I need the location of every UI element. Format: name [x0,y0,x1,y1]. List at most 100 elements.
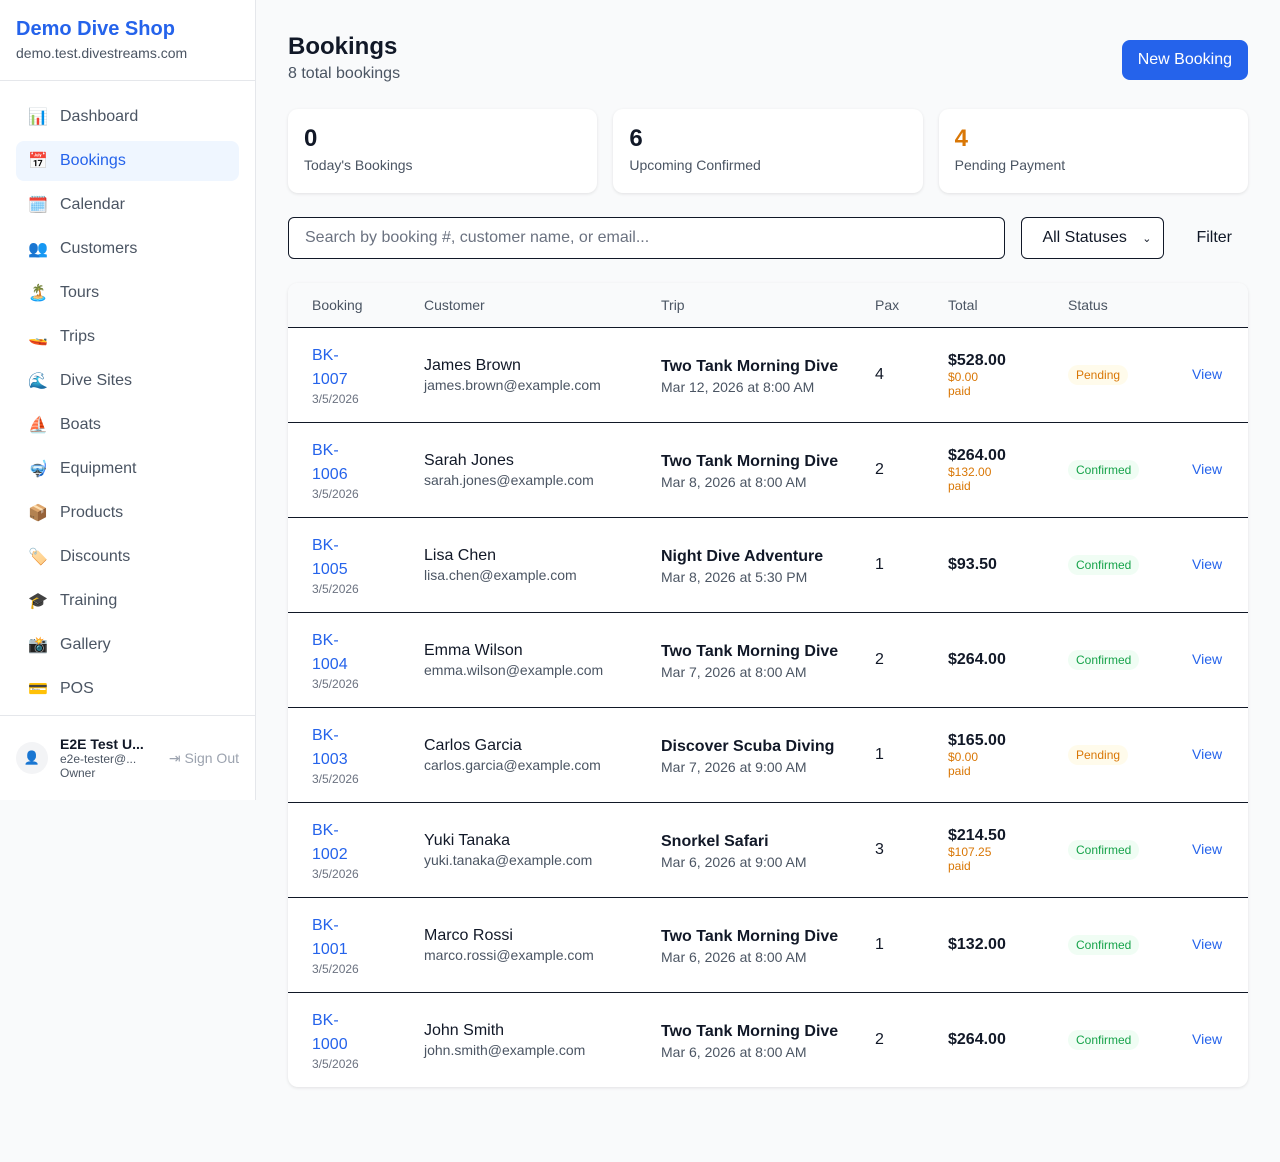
booking-date: 3/5/2026 [312,486,359,501]
trip-name: Two Tank Morning Dive [661,1022,839,1040]
trip-date: Mar 8, 2026 at 8:00 AM [661,473,807,490]
total: $264.00 [948,650,1006,668]
status-badge: Pending [1068,744,1129,765]
user-panel: 👤 E2E Test U... e2e-tester@... Owner ⇥ S… [0,715,255,800]
view-link[interactable]: View [1192,460,1223,477]
view-link[interactable]: View [1192,935,1223,952]
paid-amount: $0.00 paid [948,749,979,778]
sidebar-item-bookings[interactable]: 📅 Bookings [16,141,239,181]
user-name: E2E Test U... [60,736,144,752]
booking-id-link[interactable]: BK-1004 [312,631,348,673]
pax: 2 [875,1030,884,1048]
trips-icon: 🚤 [28,329,48,346]
sidebar-item-calendar[interactable]: 🗓️ Calendar [16,185,239,225]
table-row: BK-1000 3/5/2026 John Smith john.smith@exa… [288,992,1248,1087]
filter-button[interactable]: Filter [1196,229,1232,246]
trip-name: Two Tank Morning Dive [661,642,839,660]
discounts-icon: 🏷️ [28,549,48,566]
equipment-icon: 🤿 [28,461,48,478]
dive-sites-icon: 🌊 [28,373,48,390]
customer-name: Marco Rossi [424,926,513,944]
column-header: Total [924,283,1044,328]
booking-id-link[interactable]: BK-1003 [312,726,348,768]
stat-value: 6 [629,125,643,152]
sidebar-item-gallery[interactable]: 📸 Gallery [16,625,239,665]
total: $264.00 [948,446,1006,464]
column-header: Status [1044,283,1168,328]
sign-out-icon: ⇥ [168,749,185,766]
view-link[interactable]: View [1192,555,1223,572]
booking-id-link[interactable]: BK-1000 [312,1011,348,1053]
trip-date: Mar 6, 2026 at 8:00 AM [661,1043,807,1060]
pax: 4 [851,327,924,423]
sidebar-item-label: Tours [60,284,100,301]
status-badge: Confirmed [1068,554,1140,575]
sidebar-item-label: Gallery [60,636,111,653]
table-row: BK-1004 3/5/2026 Emma Wilson emma.wilson@e… [288,612,1248,708]
pos-icon: 💳 [28,681,48,698]
booking-id-link[interactable]: BK-1005 [312,536,348,578]
stat-label: Pending Payment [954,157,1066,173]
status-badge: Confirmed [1068,839,1140,860]
training-icon: 🎓 [28,593,48,610]
view-link[interactable]: View [1192,650,1223,667]
sidebar-item-pos[interactable]: 💳 POS [16,669,239,709]
sidebar-item-discounts[interactable]: 🏷️ Discounts [16,537,239,577]
booking-id-link[interactable]: BK-1002 [312,821,348,863]
booking-id-link[interactable]: BK-1006 [312,441,348,483]
sidebar-item-dashboard[interactable]: 📊 Dashboard [16,97,239,137]
sidebar-item-trips[interactable]: 🚤 Trips [16,317,239,357]
customer-name: Lisa Chen [424,546,497,564]
sidebar-item-dive-sites[interactable]: 🌊 Dive Sites [16,361,239,401]
total: $214.50 [948,826,1006,844]
booking-id-link[interactable]: BK-1001 [312,916,348,958]
page-title: Bookings [288,33,398,60]
pax: 3 [851,802,924,898]
customer-name: Sarah Jones [424,451,514,469]
column-header [1168,283,1248,328]
sidebar-item-label: Discounts [60,548,131,565]
sidebar-item-label: Equipment [60,460,137,477]
sidebar-item-equipment[interactable]: 🤿 Equipment [16,449,239,489]
sidebar-item-customers[interactable]: 👥 Customers [16,229,239,269]
new-booking-button[interactable]: New Booking [1121,40,1248,80]
pax: 1 [851,517,924,613]
sidebar-item-products[interactable]: 📦 Products [16,493,239,533]
sidebar-item-label: Products [60,504,124,521]
status-select[interactable]: All Statuses ⌄ [1021,217,1165,259]
search-input[interactable]: Search by booking #, customer name, or e… [288,217,1006,259]
sidebar-item-label: Boats [60,416,101,433]
sidebar-item-label: Dashboard [60,108,139,125]
boats-icon: ⛵ [28,417,48,434]
stat-label: Upcoming Confirmed [629,157,761,173]
booking-date: 3/5/2026 [312,676,359,691]
sidebar-nav: 📊 Dashboard 📅 Bookings 🗓️ Calendar 👥 Customers 🏝… [0,81,255,729]
brand: Demo Dive Shop demo.test.divestreams.com [0,0,255,81]
trip-date: Mar 6, 2026 at 8:00 AM [661,948,807,965]
sign-out-button[interactable]: ⇥ Sign Out [169,750,239,767]
sidebar-item-training[interactable]: 🎓 Training [16,581,239,621]
booking-date: 3/5/2026 [312,581,359,596]
trip-date: Mar 12, 2026 at 8:00 AM [661,378,815,395]
pax: 1 [851,897,924,993]
products-icon: 📦 [28,505,48,522]
sidebar-item-tours[interactable]: 🏝️ Tours [16,273,239,313]
bookings-icon: 📅 [28,153,48,170]
booking-id-link[interactable]: BK-1007 [312,346,348,388]
shop-name[interactable]: Demo Dive Shop [16,18,175,40]
booking-date: 3/5/2026 [312,391,359,406]
sidebar-item-boats[interactable]: ⛵ Boats [16,405,239,445]
customer-email: lisa.chen@example.com [424,566,577,583]
trip-date: Mar 6, 2026 at 9:00 AM [661,853,807,870]
view-link[interactable]: View [1192,840,1223,857]
sidebar-item-label: Trips [60,328,95,345]
view-link[interactable]: View [1192,745,1223,762]
sidebar-item-label: Bookings [60,152,126,169]
total: $264.00 [948,1030,1006,1048]
table-row: BK-1003 3/5/2026 Carlos Garcia carlos.garc… [288,707,1248,803]
sidebar-item-label: Customers [60,240,138,257]
chevron-down-icon: ⌄ [1142,232,1152,245]
table-row: BK-1001 3/5/2026 Marco Rossi marco.rossi@e… [288,897,1248,993]
view-link[interactable]: View [1192,365,1223,382]
view-link[interactable]: View [1192,1030,1223,1047]
